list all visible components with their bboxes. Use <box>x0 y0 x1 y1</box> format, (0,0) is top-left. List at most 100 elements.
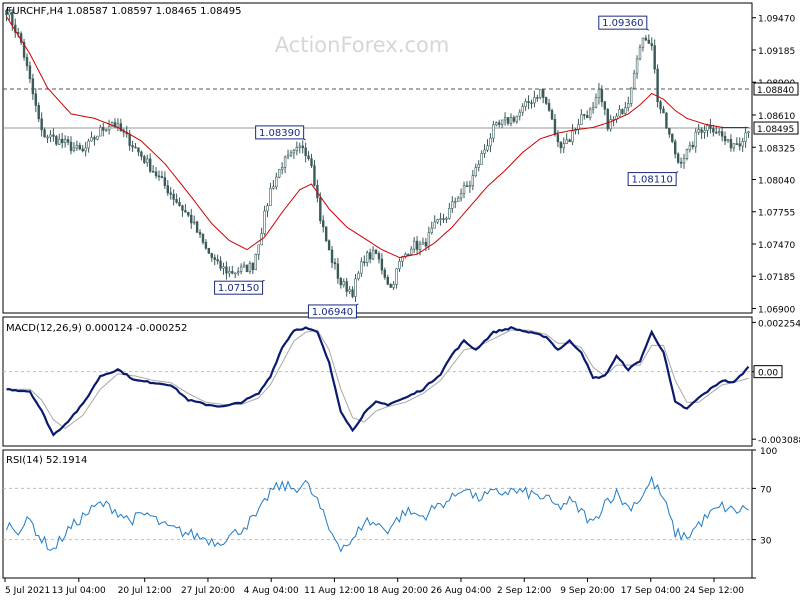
candle <box>146 154 149 167</box>
rsi-tick-label: 70 <box>760 485 772 495</box>
candle <box>166 179 169 196</box>
candle <box>741 137 744 152</box>
candle-body <box>465 185 469 188</box>
candle-body <box>412 240 416 250</box>
x-tick-label: 11 Aug 12:00 <box>304 586 365 596</box>
candle <box>137 147 140 157</box>
price-tag-label: 1.08495 <box>757 125 794 135</box>
candle-body <box>172 194 175 200</box>
candle-body <box>351 289 354 297</box>
candle-body <box>618 109 621 117</box>
candle <box>307 151 310 161</box>
candle-body <box>231 271 234 274</box>
candle-body <box>729 139 733 149</box>
candle <box>635 55 639 79</box>
candle <box>195 220 199 233</box>
x-tick-label: 27 Jul 20:00 <box>181 586 235 596</box>
rsi-tick-label: 30 <box>760 537 772 547</box>
candle-body <box>741 141 744 147</box>
candle-body <box>324 226 328 241</box>
candle <box>565 133 568 145</box>
candle <box>536 94 539 102</box>
x-tick-label: 17 Sep 04:00 <box>621 586 681 596</box>
candle-body <box>495 122 498 126</box>
candle <box>280 162 284 175</box>
candle <box>439 212 442 226</box>
candle <box>445 216 448 223</box>
candle <box>606 108 609 132</box>
candle <box>148 153 152 173</box>
candle-body <box>603 101 607 110</box>
candle-body <box>492 124 495 139</box>
candle <box>723 131 727 146</box>
candle-body <box>550 110 554 120</box>
candle-body <box>650 43 653 46</box>
candle-body <box>512 117 516 122</box>
annotation-box <box>214 280 264 295</box>
candle-body <box>474 167 477 177</box>
candle <box>93 135 96 146</box>
candle-body <box>192 221 196 224</box>
candle <box>336 257 340 284</box>
candle <box>697 123 700 135</box>
candle <box>430 221 433 235</box>
candle-body <box>298 145 301 148</box>
x-tick-label: 26 Aug 04:00 <box>431 586 492 596</box>
candle <box>389 283 392 288</box>
candle-body <box>594 97 598 108</box>
candle-body <box>524 101 527 107</box>
candle <box>34 88 37 113</box>
candle <box>395 268 398 289</box>
macd-panel-frame <box>2 316 753 447</box>
candle <box>278 168 281 179</box>
candle-body <box>471 175 475 186</box>
candle-body <box>333 262 337 265</box>
candle <box>354 274 357 302</box>
candle <box>324 226 328 243</box>
annotation-leader <box>303 138 306 141</box>
candle <box>679 157 683 169</box>
candle <box>351 286 354 299</box>
candle <box>700 127 703 140</box>
candle-body <box>58 138 61 145</box>
annotation-box <box>627 172 677 187</box>
price-tag-box <box>753 121 799 135</box>
candle <box>492 120 495 143</box>
candle <box>471 169 475 191</box>
x-tick-label: 5 Jul 2021 <box>5 586 50 596</box>
candle <box>210 252 213 262</box>
candle-body <box>521 106 524 113</box>
candle-body <box>735 143 739 145</box>
candle-body <box>609 119 612 130</box>
candle <box>28 61 32 84</box>
candle <box>213 254 216 266</box>
x-tick-label: 4 Aug 04:00 <box>244 586 299 596</box>
candle-body <box>536 97 539 99</box>
candle-body <box>28 65 32 80</box>
candle <box>90 131 93 142</box>
candle <box>630 87 633 107</box>
candle-body <box>234 272 237 275</box>
candle <box>313 159 316 187</box>
price-panel-title: EURCHF,H4 1.08587 1.08597 1.08465 1.0849… <box>6 6 242 17</box>
candle <box>151 165 155 173</box>
candle <box>175 193 178 204</box>
candle-body <box>228 271 231 274</box>
candle <box>474 163 477 178</box>
candle-body <box>700 129 703 133</box>
candle-body <box>371 249 375 260</box>
candle-body <box>55 136 58 145</box>
candle-body <box>40 118 43 131</box>
candle-body <box>137 147 140 153</box>
candle-body <box>143 156 146 163</box>
candle <box>160 170 164 179</box>
candle-body <box>486 145 489 151</box>
candle <box>192 215 196 225</box>
candle-body <box>580 114 583 125</box>
candle-body <box>207 247 211 254</box>
annotation-box <box>307 304 357 319</box>
candle-body <box>480 153 483 165</box>
candle <box>512 115 516 124</box>
candle <box>515 115 519 124</box>
